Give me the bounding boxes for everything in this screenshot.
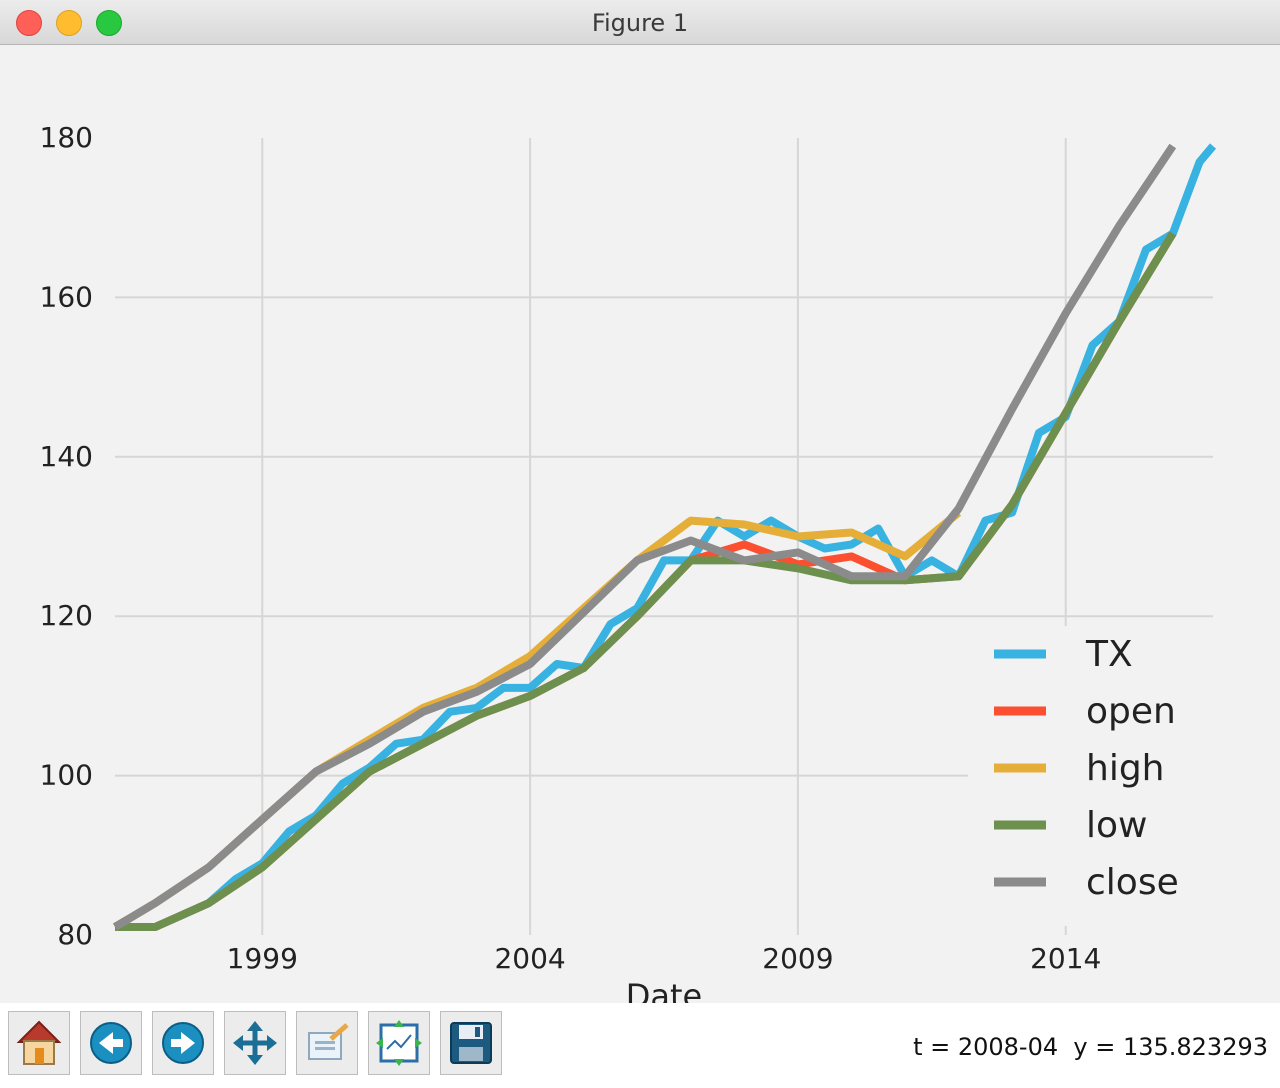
x-tick-label: 2004 bbox=[494, 942, 565, 975]
zoom-window-button[interactable] bbox=[96, 10, 122, 36]
cursor-coordinates: t = 2008-04 y = 135.823293 bbox=[913, 1033, 1268, 1061]
x-tick-label: 1999 bbox=[227, 942, 298, 975]
back-arrow-icon bbox=[90, 1022, 132, 1064]
y-tick-label: 140 bbox=[40, 440, 93, 473]
close-window-button[interactable] bbox=[16, 10, 42, 36]
home-button[interactable] bbox=[8, 1011, 70, 1075]
legend-label-high: high bbox=[1086, 748, 1165, 789]
y-tick-label: 160 bbox=[40, 280, 93, 313]
window-title: Figure 1 bbox=[591, 9, 689, 37]
series-line-low bbox=[115, 231, 1177, 931]
window-titlebar: Figure 1 bbox=[0, 0, 1280, 45]
x-tick-label: 2009 bbox=[762, 942, 833, 975]
y-tick-label: 100 bbox=[40, 759, 93, 792]
save-button[interactable] bbox=[440, 1011, 502, 1075]
pan-move-icon bbox=[233, 1021, 277, 1065]
legend-box bbox=[968, 626, 1214, 926]
forward-button[interactable] bbox=[152, 1011, 214, 1075]
legend-label-close: close bbox=[1086, 862, 1179, 903]
subplots-button[interactable] bbox=[368, 1011, 430, 1075]
back-button[interactable] bbox=[80, 1011, 142, 1075]
y-tick-label: 120 bbox=[40, 599, 93, 632]
navigation-toolbar: t = 2008-04 y = 135.823293 bbox=[0, 1003, 1280, 1088]
legend-label-low: low bbox=[1086, 805, 1147, 846]
legend-label-TX: TX bbox=[1085, 634, 1133, 675]
legend-label-open: open bbox=[1086, 691, 1176, 732]
x-axis-label: Date bbox=[626, 977, 702, 1003]
series-line-close bbox=[112, 143, 1177, 931]
zoom-rect-icon bbox=[308, 1023, 349, 1060]
minimize-window-button[interactable] bbox=[56, 10, 82, 36]
x-tick-label: 2014 bbox=[1030, 942, 1101, 975]
y-tick-label: 180 bbox=[40, 121, 93, 154]
pan-button[interactable] bbox=[224, 1011, 286, 1075]
subplots-config-icon bbox=[376, 1020, 422, 1066]
y-tick-label: 80 bbox=[57, 918, 93, 951]
zoom-button[interactable] bbox=[296, 1011, 358, 1075]
line-chart[interactable]: 80 100 120 140 160 180 1999 2004 2009 2014 Date TX o… bbox=[0, 44, 1280, 1003]
home-icon bbox=[16, 1020, 62, 1065]
forward-arrow-icon bbox=[162, 1022, 204, 1064]
save-disk-icon bbox=[450, 1022, 492, 1064]
